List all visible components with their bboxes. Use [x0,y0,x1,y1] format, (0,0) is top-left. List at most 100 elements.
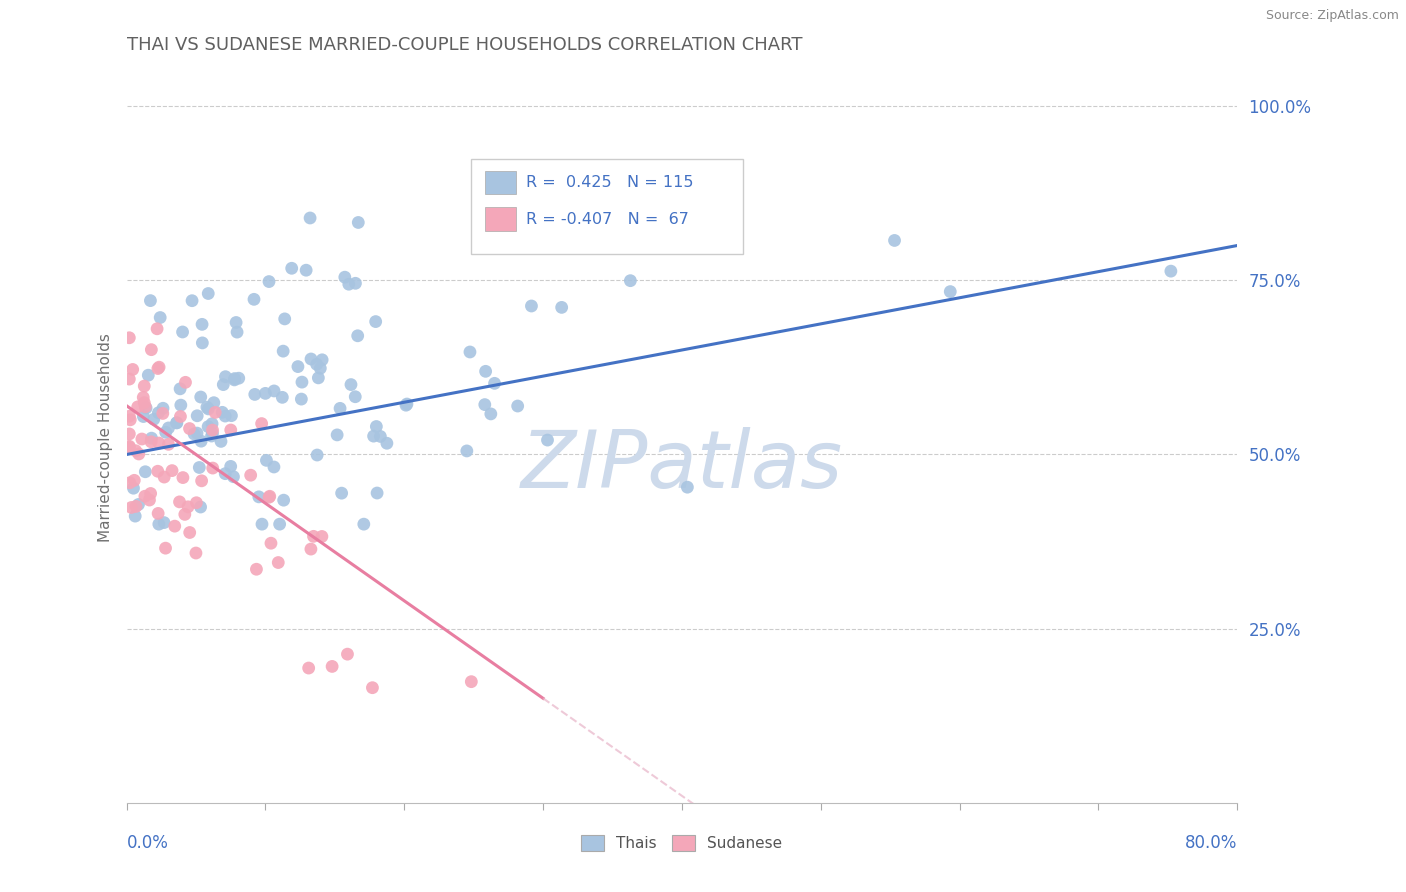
Point [139,293,162,308]
Point [474,398,496,412]
Text: Source: ZipAtlas.com: Source: ZipAtlas.com [1265,9,1399,22]
Point [250,517,273,532]
Point [211,405,233,419]
FancyBboxPatch shape [485,171,516,194]
Point [179,421,201,435]
Point [214,409,236,423]
Point [201,423,224,437]
Point [366,419,388,434]
Point [291,375,314,389]
Point [479,407,502,421]
Point [212,377,235,392]
Point [195,400,218,414]
Point [166,416,188,430]
Point [460,674,482,689]
Point [219,459,242,474]
Point [202,395,225,409]
Point [197,419,219,434]
Point [120,413,142,427]
Point [124,509,146,524]
Point [347,215,370,229]
Point [118,372,141,386]
Point [149,310,172,325]
Point [520,299,543,313]
Point [224,371,246,385]
Point [1160,264,1182,278]
Point [197,401,219,416]
Point [340,377,363,392]
Point [142,412,165,426]
Point [141,431,163,445]
Point [148,517,170,532]
Point [247,490,270,504]
Point [214,467,236,481]
Point [157,421,180,435]
Point [134,400,156,414]
Point [200,429,222,443]
Point [309,361,332,376]
Point [263,460,285,475]
Point [197,286,219,301]
Point [287,359,309,374]
Point [118,409,141,424]
Point [163,519,186,533]
Text: ZIPatlas: ZIPatlas [520,427,844,506]
Point [125,500,148,514]
Point [269,517,291,532]
Point [146,322,169,336]
Point [131,432,153,446]
Point [118,441,141,455]
Point [305,357,328,371]
Point [458,345,481,359]
Point [121,362,143,376]
Point [125,443,148,458]
Text: 80.0%: 80.0% [1185,834,1237,852]
Point [619,274,641,288]
Point [160,464,183,478]
Point [134,489,156,503]
Point [134,465,156,479]
Point [155,541,177,556]
Point [136,368,159,383]
Point [190,434,212,449]
Point [273,493,295,508]
Point [139,434,162,449]
Point [118,426,141,441]
Text: R =  0.425   N = 115: R = 0.425 N = 115 [526,175,695,190]
Point [118,331,141,345]
Point [290,392,312,406]
Point [146,361,169,376]
Point [222,469,245,483]
Point [307,448,329,462]
Point [177,500,200,514]
Point [186,426,208,441]
Point [363,429,385,443]
Point [395,398,418,412]
Point [250,417,273,431]
Point [146,507,169,521]
Text: THAI VS SUDANESE MARRIED-COUPLE HOUSEHOLDS CORRELATION CHART: THAI VS SUDANESE MARRIED-COUPLE HOUSEHOL… [127,36,801,54]
Point [344,277,367,291]
Point [148,360,170,375]
Point [474,364,496,378]
Point [122,481,145,495]
Point [181,293,204,308]
Point [329,401,352,416]
Point [118,439,141,453]
Point [191,318,214,332]
Point [257,490,280,504]
Point [139,486,162,500]
Point [118,475,141,490]
Point [307,371,329,385]
Point [366,486,388,500]
Point [172,470,194,484]
Point [375,436,398,450]
Point [120,500,142,515]
Point [346,328,368,343]
Point [190,500,212,514]
Point [321,659,343,673]
Point [141,343,163,357]
Point [330,486,353,500]
Point [311,529,333,543]
Point [299,211,322,225]
